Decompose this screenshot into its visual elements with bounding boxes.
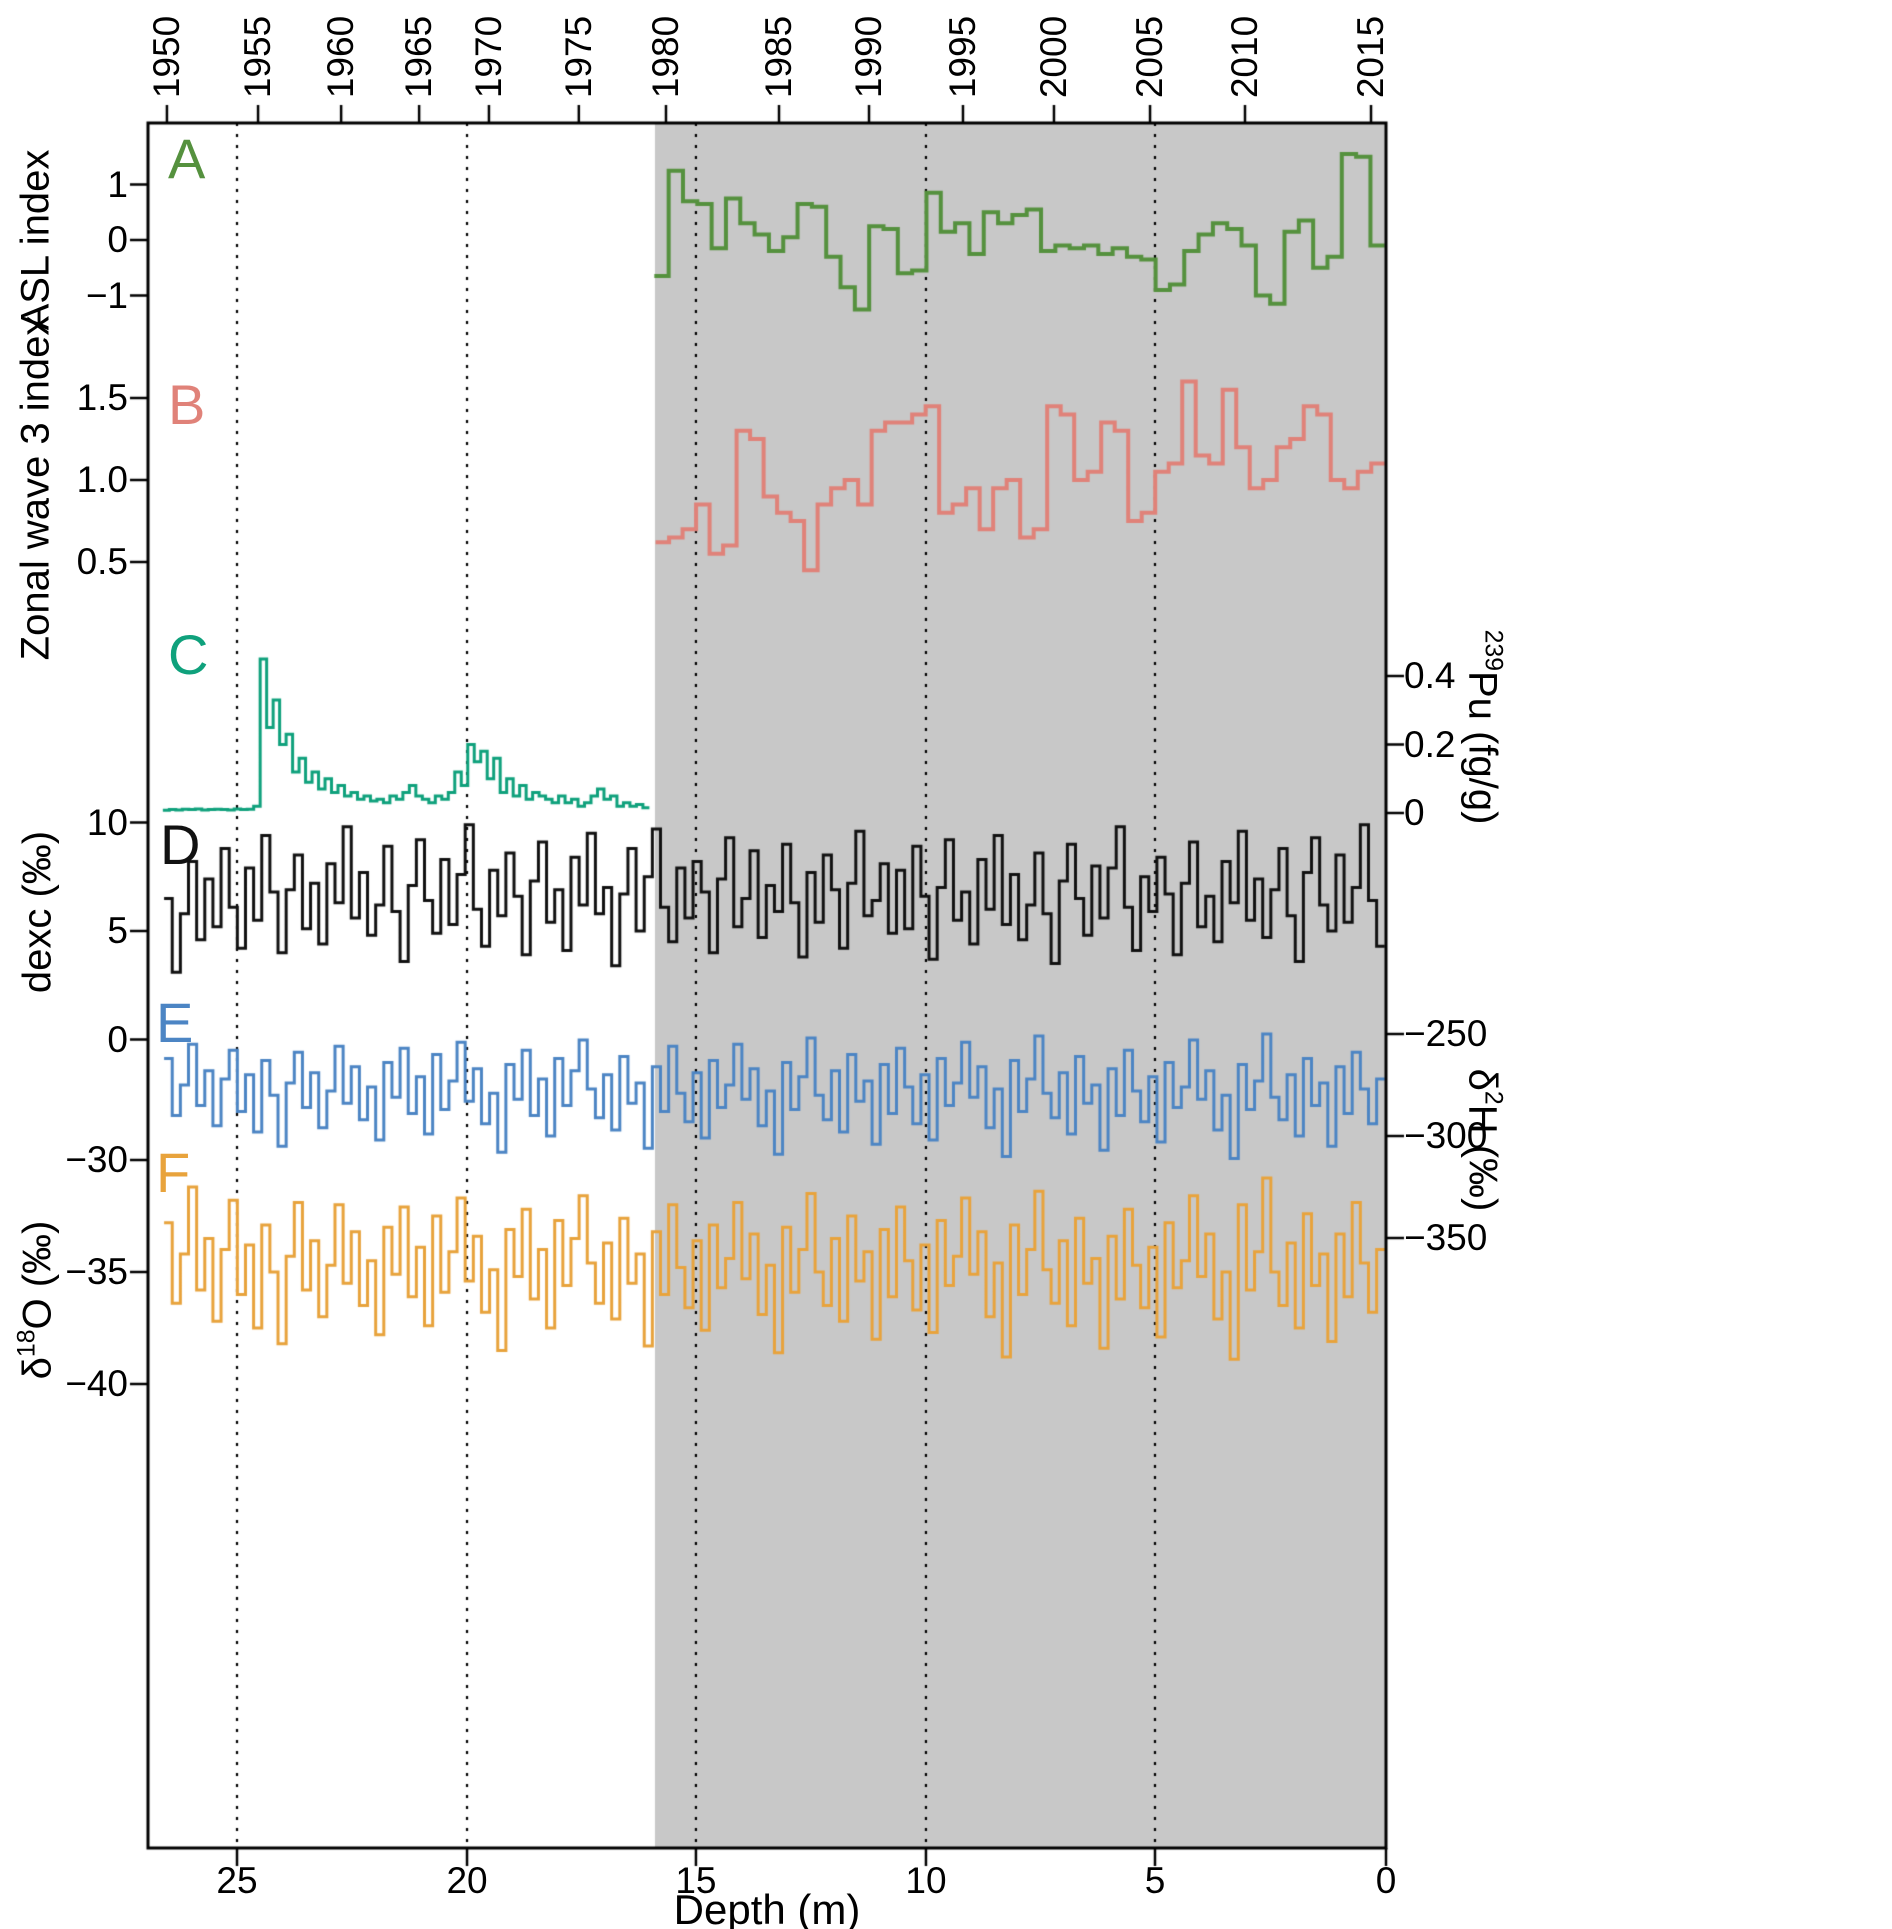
tick-label-year-1950: 1950 <box>145 15 187 99</box>
axis-title-pu239-text: Pu (fg/g) <box>1460 670 1505 825</box>
axis-title-asl-index-text: ASL index <box>13 149 58 331</box>
axis-title-dexc: dexc (‰) <box>16 831 61 993</box>
axis-title-pu239-superscript: 239 <box>1479 629 1507 671</box>
tick-label-panelA-0: 0 <box>107 219 128 260</box>
tick-label-panelB-1.0: 1.0 <box>76 459 128 500</box>
tick-label-depth-25: 25 <box>216 1860 258 1901</box>
tick-label-depth-5: 5 <box>1144 1860 1166 1901</box>
axis-title-d2h-superscript: 2 <box>1479 1090 1507 1105</box>
axis-title-asl-index: ASL index <box>14 150 59 331</box>
tick-label-year-1995: 1995 <box>941 15 983 99</box>
tick-label-year-1960: 1960 <box>320 15 362 99</box>
tick-label-year-1980: 1980 <box>644 15 686 99</box>
tick-label-panelE-−350: −350 <box>1404 1217 1488 1258</box>
tick-label-panelA-1: 1 <box>107 163 128 205</box>
tick-label-year-1990: 1990 <box>848 15 889 99</box>
tick-label-panelE-−250: −250 <box>1404 1013 1488 1054</box>
panel-label-a: A <box>168 127 206 190</box>
tick-label-panelD-10: 10 <box>86 801 128 843</box>
tick-label-year-1955: 1955 <box>237 15 279 99</box>
axis-title-d2h-prefix: δ <box>1460 1068 1505 1091</box>
tick-label-year-1970: 1970 <box>467 15 509 99</box>
tick-label-year-2010: 2010 <box>1223 15 1265 99</box>
tick-label-panelC-0: 0 <box>1404 792 1425 833</box>
tick-label-panelD-5: 5 <box>107 910 128 951</box>
panel-label-e: E <box>156 991 194 1054</box>
tick-label-year-2000: 2000 <box>1032 15 1074 99</box>
tick-label-panelC-0.4: 0.4 <box>1404 655 1456 696</box>
axis-title-dexc-text: dexc (‰) <box>15 830 60 994</box>
panel-label-f: F <box>156 1141 191 1204</box>
tick-label-depth-15: 15 <box>675 1860 717 1901</box>
tick-label-year-2015: 2015 <box>1350 15 1392 99</box>
tick-label-year-2005: 2005 <box>1129 15 1171 99</box>
tick-label-year-1985: 1985 <box>758 15 799 99</box>
axis-title-d18o-text: O (‰) <box>15 1220 60 1330</box>
axis-title-zonal-wave3: Zonal wave 3 index <box>14 316 59 661</box>
tick-label-panelB-1.5: 1.5 <box>76 377 128 418</box>
axis-title-d18o-prefix: δ <box>15 1357 60 1380</box>
panel-label-d: D <box>160 813 201 876</box>
tick-label-depth-20: 20 <box>446 1860 488 1901</box>
tick-label-panelA-−1: −1 <box>85 274 128 316</box>
tick-label-year-1965: 1965 <box>398 15 440 99</box>
axis-title-zonal-wave3-text: Zonal wave 3 index <box>13 315 58 661</box>
tick-label-panelF-−35: −35 <box>65 1251 128 1292</box>
panel-label-b: B <box>168 373 206 436</box>
tick-label-depth-0: 0 <box>1375 1860 1397 1901</box>
axis-title-depth: Depth (m) <box>673 1886 861 1929</box>
axis-title-d18o-superscript: 18 <box>13 1329 41 1358</box>
tick-label-panelC-0.2: 0.2 <box>1404 723 1456 765</box>
panel-label-c: C <box>168 623 209 686</box>
axis-title-d18o: δ18O (‰) <box>13 1220 61 1380</box>
axis-title-pu239: 239Pu (fg/g) <box>1460 629 1507 825</box>
tick-label-panelD-0: 0 <box>107 1018 128 1060</box>
tick-label-depth-10: 10 <box>905 1860 947 1901</box>
tick-label-panelF-−30: −30 <box>65 1139 128 1180</box>
tick-label-year-1975: 1975 <box>557 15 599 99</box>
tick-label-panelF-−40: −40 <box>65 1363 128 1404</box>
tick-label-panelE-−300: −300 <box>1404 1115 1488 1156</box>
tick-label-panelB-0.5: 0.5 <box>76 541 128 582</box>
